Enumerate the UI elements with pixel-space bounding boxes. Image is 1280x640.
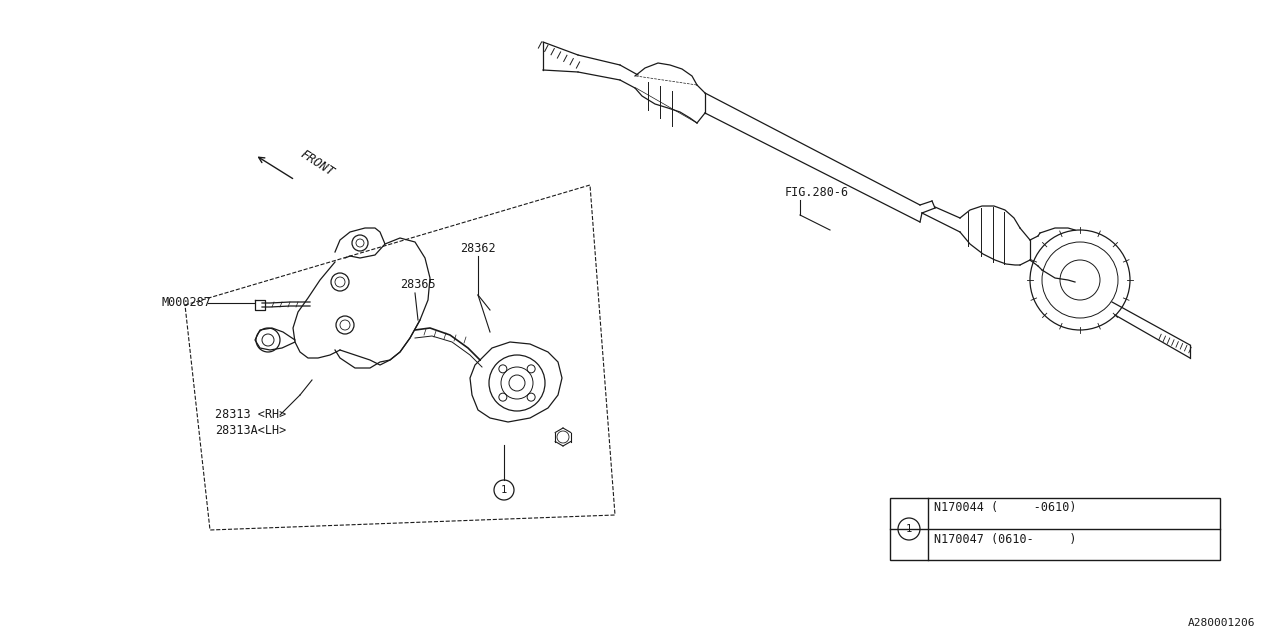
Text: 1: 1: [500, 485, 507, 495]
Text: 1: 1: [906, 524, 913, 534]
Bar: [890, 498, 1220, 560]
Text: FRONT: FRONT: [298, 148, 337, 179]
Text: M000287: M000287: [163, 296, 212, 310]
Text: 28362: 28362: [460, 241, 495, 255]
Text: 28365: 28365: [399, 278, 435, 291]
Text: A280001206: A280001206: [1188, 618, 1254, 628]
Text: FIG.280-6: FIG.280-6: [785, 186, 849, 198]
Text: 28313 <RH>: 28313 <RH>: [215, 408, 287, 422]
Text: 28313A<LH>: 28313A<LH>: [215, 424, 287, 436]
Text: N170044 (     -0610): N170044 ( -0610): [934, 502, 1076, 515]
Text: N170047 (0610-     ): N170047 (0610- ): [934, 532, 1076, 545]
